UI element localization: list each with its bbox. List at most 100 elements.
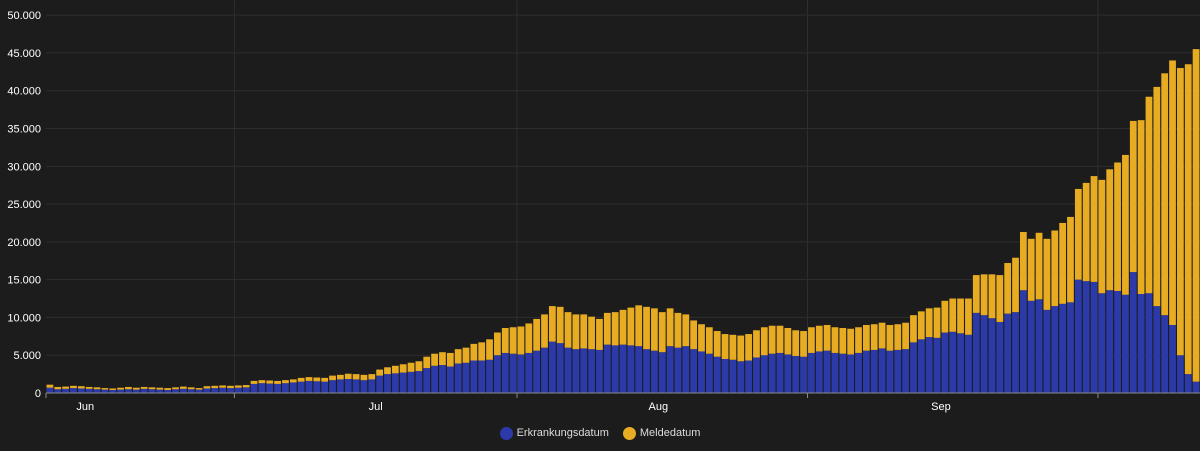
bar-erkrankungsdatum[interactable] <box>242 387 250 393</box>
bar-erkrankungsdatum[interactable] <box>729 359 737 393</box>
bar-meldedatum[interactable] <box>1106 169 1114 291</box>
bar-meldedatum[interactable] <box>1122 154 1129 295</box>
bar-meldedatum[interactable] <box>674 312 682 348</box>
bar-erkrankungsdatum[interactable] <box>1114 290 1121 393</box>
bar-meldedatum[interactable] <box>933 307 941 338</box>
bar-meldedatum[interactable] <box>1012 257 1019 313</box>
bar-meldedatum[interactable] <box>698 324 705 352</box>
bar-erkrankungsdatum[interactable] <box>234 387 242 393</box>
bar-erkrankungsdatum[interactable] <box>556 343 564 393</box>
bar-meldedatum[interactable] <box>596 318 603 350</box>
bar-meldedatum[interactable] <box>721 334 729 359</box>
bar-meldedatum[interactable] <box>195 388 203 390</box>
bar-meldedatum[interactable] <box>611 312 619 346</box>
bar-erkrankungsdatum[interactable] <box>1153 306 1161 393</box>
bar-erkrankungsdatum[interactable] <box>941 332 949 393</box>
bar-meldedatum[interactable] <box>1035 232 1043 300</box>
bar-erkrankungsdatum[interactable] <box>862 350 870 393</box>
bar-meldedatum[interactable] <box>187 387 195 390</box>
bar-meldedatum[interactable] <box>666 308 674 347</box>
bar-erkrankungsdatum[interactable] <box>360 380 368 393</box>
bar-meldedatum[interactable] <box>266 380 274 384</box>
bar-meldedatum[interactable] <box>509 327 517 354</box>
bar-meldedatum[interactable] <box>391 365 399 374</box>
bar-erkrankungsdatum[interactable] <box>399 372 407 393</box>
bar-erkrankungsdatum[interactable] <box>627 345 635 393</box>
bar-erkrankungsdatum[interactable] <box>329 380 336 393</box>
bar-erkrankungsdatum[interactable] <box>46 387 54 393</box>
bar-meldedatum[interactable] <box>548 306 556 342</box>
bar-erkrankungsdatum[interactable] <box>1192 381 1200 393</box>
bar-meldedatum[interactable] <box>768 325 776 354</box>
legend-item-meldedatum[interactable]: Meldedatum <box>622 426 700 440</box>
bar-meldedatum[interactable] <box>878 322 886 349</box>
bar-meldedatum[interactable] <box>384 367 391 375</box>
bar-meldedatum[interactable] <box>132 387 140 390</box>
bar-erkrankungsdatum[interactable] <box>541 347 548 393</box>
bar-meldedatum[interactable] <box>368 374 376 380</box>
bar-meldedatum[interactable] <box>203 386 211 389</box>
bar-meldedatum[interactable] <box>180 386 187 389</box>
bar-meldedatum[interactable] <box>337 374 344 380</box>
bar-erkrankungsdatum[interactable] <box>368 379 376 393</box>
bar-erkrankungsdatum[interactable] <box>195 389 203 393</box>
bar-erkrankungsdatum[interactable] <box>148 389 156 393</box>
bar-erkrankungsdatum[interactable] <box>187 389 195 393</box>
bar-erkrankungsdatum[interactable] <box>745 360 752 393</box>
bar-erkrankungsdatum[interactable] <box>965 334 972 393</box>
bar-erkrankungsdatum[interactable] <box>847 354 855 393</box>
bar-erkrankungsdatum[interactable] <box>384 374 391 393</box>
bar-meldedatum[interactable] <box>329 375 336 381</box>
bar-erkrankungsdatum[interactable] <box>211 388 219 393</box>
bar-erkrankungsdatum[interactable] <box>776 352 784 393</box>
bar-erkrankungsdatum[interactable] <box>1074 279 1082 393</box>
bar-meldedatum[interactable] <box>643 306 650 350</box>
bar-erkrankungsdatum[interactable] <box>949 331 957 393</box>
bar-erkrankungsdatum[interactable] <box>470 360 478 393</box>
bar-erkrankungsdatum[interactable] <box>54 389 62 393</box>
bar-meldedatum[interactable] <box>1043 238 1051 310</box>
bar-meldedatum[interactable] <box>753 330 760 358</box>
bar-erkrankungsdatum[interactable] <box>690 349 698 393</box>
bar-erkrankungsdatum[interactable] <box>1137 293 1145 393</box>
bar-meldedatum[interactable] <box>258 380 266 384</box>
bar-erkrankungsdatum[interactable] <box>313 381 321 393</box>
bar-erkrankungsdatum[interactable] <box>93 389 101 393</box>
bar-meldedatum[interactable] <box>1184 64 1192 375</box>
bar-meldedatum[interactable] <box>1114 162 1121 291</box>
bar-erkrankungsdatum[interactable] <box>698 351 705 393</box>
bar-erkrankungsdatum[interactable] <box>886 350 894 393</box>
bar-erkrankungsdatum[interactable] <box>407 371 415 393</box>
bar-erkrankungsdatum[interactable] <box>643 349 650 393</box>
bar-meldedatum[interactable] <box>501 328 509 353</box>
bar-erkrankungsdatum[interactable] <box>140 388 148 393</box>
bar-meldedatum[interactable] <box>580 314 588 349</box>
bar-erkrankungsdatum[interactable] <box>996 321 1004 393</box>
bar-erkrankungsdatum[interactable] <box>674 347 682 393</box>
bar-meldedatum[interactable] <box>1176 68 1184 356</box>
bar-meldedatum[interactable] <box>140 386 148 389</box>
bar-erkrankungsdatum[interactable] <box>501 352 509 393</box>
bar-meldedatum[interactable] <box>242 385 250 388</box>
bar-erkrankungsdatum[interactable] <box>1067 302 1074 393</box>
bar-meldedatum[interactable] <box>925 308 933 338</box>
bar-meldedatum[interactable] <box>556 306 564 344</box>
bar-erkrankungsdatum[interactable] <box>737 361 745 393</box>
bar-meldedatum[interactable] <box>619 309 627 345</box>
bar-meldedatum[interactable] <box>1153 86 1161 307</box>
bar-erkrankungsdatum[interactable] <box>509 353 517 393</box>
bar-erkrankungsdatum[interactable] <box>564 347 572 393</box>
bar-erkrankungsdatum[interactable] <box>62 388 70 393</box>
bar-meldedatum[interactable] <box>321 377 329 382</box>
bar-erkrankungsdatum[interactable] <box>337 379 344 393</box>
bar-erkrankungsdatum[interactable] <box>180 388 187 393</box>
bar-meldedatum[interactable] <box>1074 188 1082 280</box>
bar-meldedatum[interactable] <box>297 377 305 382</box>
bar-erkrankungsdatum[interactable] <box>156 389 164 393</box>
bar-meldedatum[interactable] <box>234 385 242 388</box>
bar-meldedatum[interactable] <box>1145 96 1153 294</box>
bar-meldedatum[interactable] <box>965 298 972 335</box>
bar-erkrankungsdatum[interactable] <box>439 365 446 393</box>
bar-meldedatum[interactable] <box>164 388 172 390</box>
bar-meldedatum[interactable] <box>862 324 870 351</box>
